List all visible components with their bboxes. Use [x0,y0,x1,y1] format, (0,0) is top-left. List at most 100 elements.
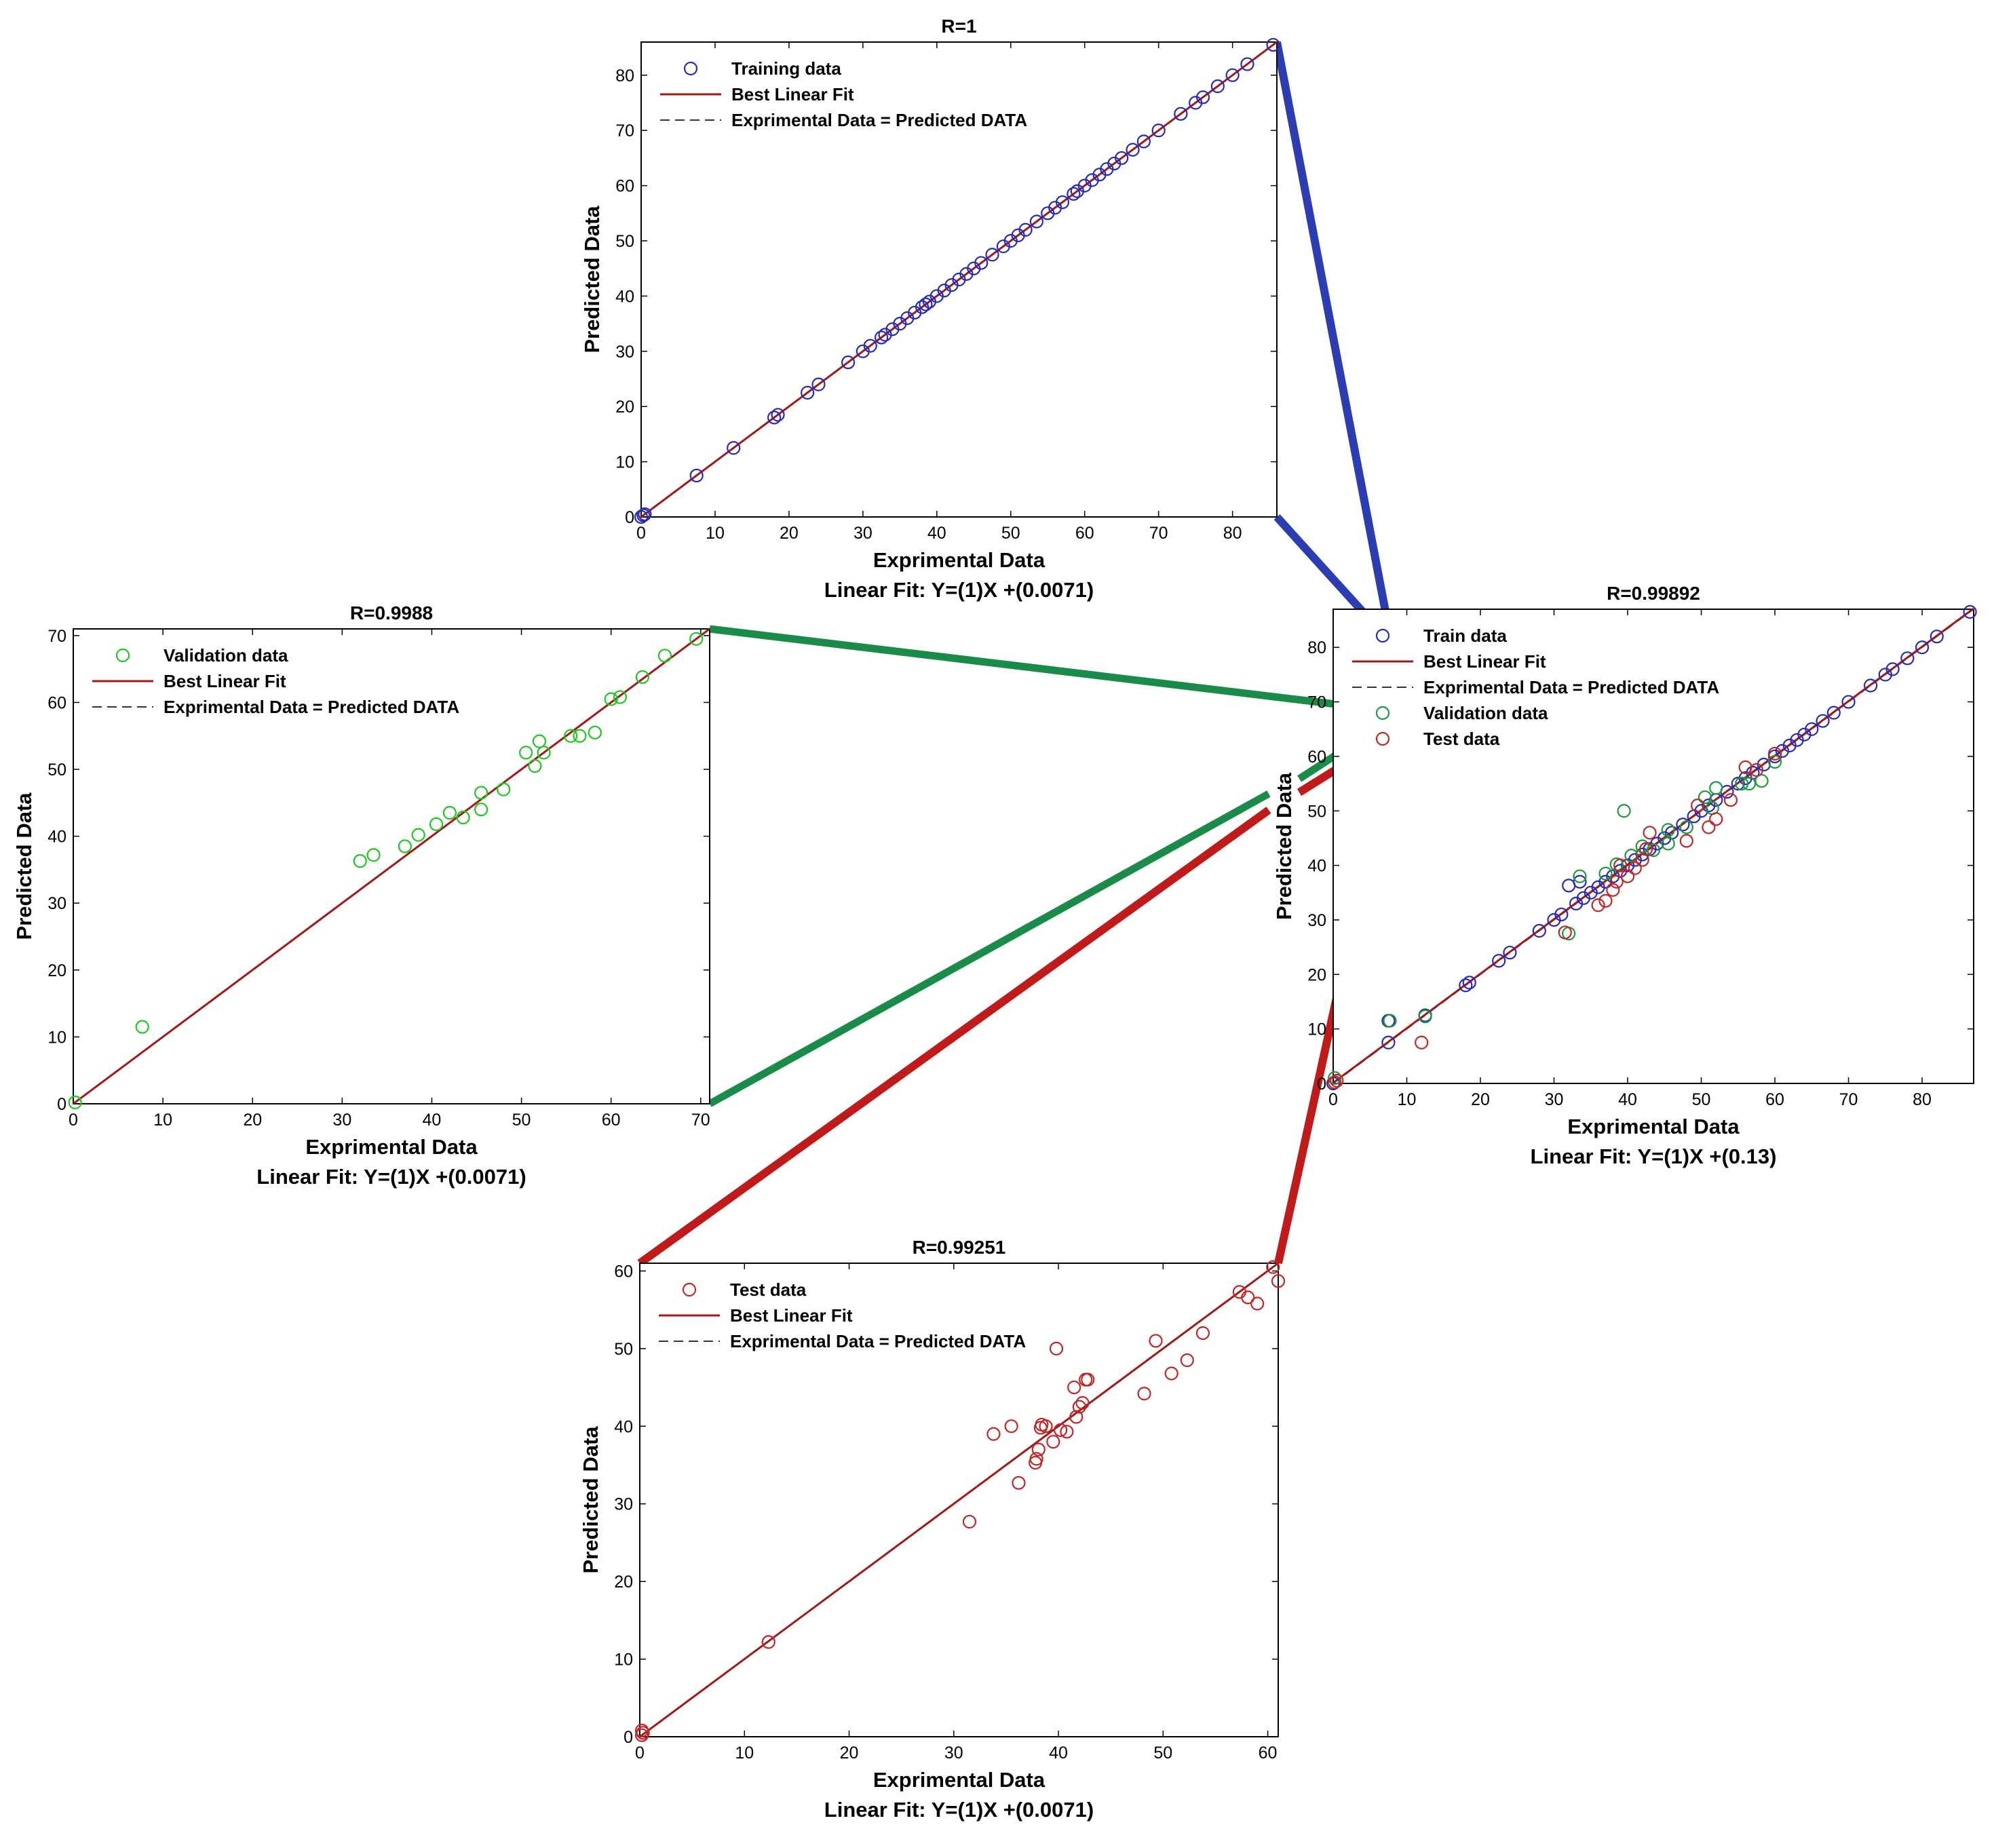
data-point [1018,223,1033,237]
data-point [1841,695,1856,709]
data-point [767,410,782,425]
data-point [1049,1341,1064,1355]
data-point [689,468,704,483]
y-tick-label: 0 [625,508,634,527]
data-point [1039,1419,1053,1433]
y-tick-label: 0 [624,1728,633,1747]
series-test-data [1328,746,1782,1090]
legend-item: Validation data [115,645,288,666]
data-point [1573,869,1587,883]
data-point [366,848,381,862]
legend: Test data Best Linear Fit Exprimental Data… [659,1279,1026,1351]
legend-label: Exprimental Data = Predicted DATA [730,1331,1026,1351]
data-point [68,1095,82,1110]
plots-layer: 0 10 20 30 40 50 60 70 80 0 10 20 30 40 50 60 70 80 R=1 Exp… [12,16,1977,1822]
series-validation-data [1328,754,1782,1085]
x-tick-label: 20 [1471,1090,1490,1109]
data-point [604,692,618,706]
x-tick-label: 80 [1223,524,1242,543]
data-point [1646,843,1661,858]
x-tick-label: 50 [1153,1744,1172,1763]
data-point [1661,836,1675,851]
best-fit-line [1332,607,1974,1084]
data-point [1126,142,1140,157]
data-point [398,839,412,853]
y-tick-label: 60 [1307,748,1326,767]
y-axis-label: Predicted Data [580,206,604,353]
legend-label: Exprimental Data = Predicted DATA [164,697,459,717]
series-validation-data [68,632,704,1110]
data-point [1613,858,1628,872]
data-point [1055,195,1070,210]
legend-label: Test data [730,1279,807,1300]
fit-equation-label: Linear Fit: Y=(1)X +(0.0071) [824,578,1094,602]
data-point [1195,1326,1210,1341]
x-tick-label: 20 [243,1111,262,1130]
data-point [801,385,815,400]
data-point [353,854,367,868]
y-tick-label: 50 [47,761,66,779]
data-point [1639,842,1653,856]
data-point [1617,804,1631,818]
data-point [1075,1395,1090,1410]
data-point [874,330,889,345]
data-point [841,355,856,370]
data-point [532,734,547,748]
data-point [974,256,989,270]
data-point [689,632,704,646]
y-tick-label: 60 [615,177,634,196]
data-point [1598,893,1613,908]
data-point [635,670,650,685]
data-point [1709,812,1723,826]
y-tick-label: 20 [47,961,66,980]
y-tick-label: 0 [57,1095,66,1114]
connector-validation-top [709,625,1387,714]
data-point [1225,68,1240,82]
best-fit-line [640,41,1278,518]
legend-item: Test data [682,1279,807,1300]
y-tick-label: 40 [615,287,634,306]
data-point [1573,874,1587,889]
x-tick-label: 20 [840,1744,859,1763]
x-axis-label: Exprimental Data [873,548,1046,572]
data-point [1195,90,1210,104]
data-point [634,509,649,524]
y-axis-label: Predicted Data [1272,772,1296,920]
data-point [1180,1353,1194,1368]
data-point [1698,790,1712,805]
data-point [771,408,785,422]
y-tick-label: 40 [1307,857,1326,876]
data-point [985,248,999,262]
data-point [962,1514,977,1529]
data-point [1328,1071,1342,1085]
y-tick-label: 80 [615,66,634,85]
legend-label: Train data [1423,625,1507,646]
data-point [1459,978,1473,993]
data-point [135,1020,149,1034]
x-tick-label: 10 [153,1111,172,1130]
data-point [1069,1410,1084,1424]
data-point [1826,706,1841,720]
data-point [537,746,551,760]
data-layer [68,628,710,1110]
x-tick-label: 0 [69,1111,78,1130]
legend-label: Exprimental Data = Predicted DATA [731,110,1027,130]
data-point [1210,79,1225,94]
y-tick-label: 50 [615,232,634,251]
data-point [638,507,652,522]
x-axis-label: Exprimental Data [1567,1115,1740,1138]
data-point [1326,1076,1341,1091]
y-axis-label: Predicted Data [579,1426,602,1574]
data-point [1598,866,1613,881]
legend-item: Exprimental Data = Predicted DATA [92,697,459,717]
zoom-connectors [637,41,1396,1267]
legend-item: Best Linear Fit [659,1305,853,1326]
data-point [811,377,826,391]
chart-title: R=0.99892 [1607,583,1700,604]
data-point [1755,773,1769,788]
x-tick-label: 10 [1398,1090,1417,1109]
x-tick-label: 60 [1765,1090,1784,1109]
connector-test-left [637,807,1271,1267]
data-point [1271,1274,1286,1288]
y-tick-label: 50 [1307,802,1326,821]
